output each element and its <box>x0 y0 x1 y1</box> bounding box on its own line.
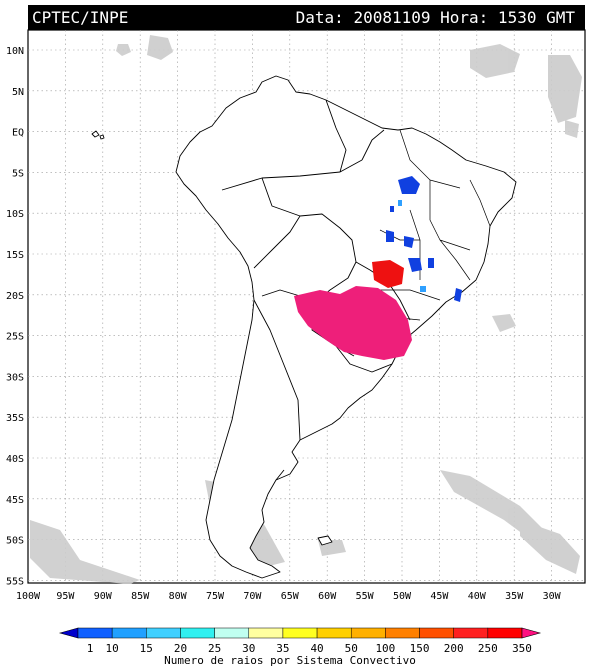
lon-tick-label: 80W <box>169 591 188 602</box>
longitude-labels: 100W 95W 90W 85W 80W 75W 70W 65W 60W 55W 50W 45W 40W… <box>16 591 562 602</box>
lon-tick-label: 75W <box>206 591 225 602</box>
legend-arrow-right <box>521 627 542 639</box>
convective-systems <box>294 176 462 360</box>
legend-tick: 350 <box>512 642 532 655</box>
lon-tick-label: 35W <box>505 591 524 602</box>
lat-tick-label: 25S <box>6 332 24 343</box>
lon-tick-label: 65W <box>281 591 300 602</box>
legend-tick-labels: 1 10 15 20 25 30 35 40 50 100 150 200 250 350 <box>87 642 532 655</box>
lat-tick-label: 30S <box>6 372 24 383</box>
cloud-ne-2 <box>548 55 582 123</box>
blue-cell-3 <box>404 236 414 248</box>
cyan-cell-2 <box>398 200 402 206</box>
date-time-label: Data: 20081109 Hora: 1530 GMT <box>295 8 575 27</box>
blue-cell-2 <box>386 230 394 242</box>
lat-tick-label: 40S <box>6 454 24 465</box>
legend-swatch <box>385 627 420 639</box>
lon-tick-label: 100W <box>16 591 41 602</box>
blue-cell-7 <box>454 288 462 302</box>
lat-tick-label: 15S <box>6 250 24 261</box>
lon-tick-label: 90W <box>94 591 113 602</box>
legend-swatch <box>350 627 386 639</box>
source-label: CPTEC/INPE <box>32 8 129 27</box>
legend-tick: 35 <box>276 642 289 655</box>
lat-tick-label: 10N <box>6 46 24 57</box>
legend-tick: 20 <box>174 642 187 655</box>
cloud-nw-2 <box>116 44 131 56</box>
lat-tick-label: 45S <box>6 495 24 506</box>
cloud-ne-3 <box>565 120 579 138</box>
legend-tick: 100 <box>375 642 395 655</box>
lon-tick-label: 45W <box>430 591 449 602</box>
lon-tick-label: 70W <box>243 591 262 602</box>
legend-tick: 1 <box>87 642 94 655</box>
legend-arrow-left <box>58 627 79 639</box>
legend-swatch <box>146 627 181 639</box>
lightning-map: 10N5NEQ5S10S15S20S25S30S35S40S45S50S55S … <box>6 29 586 602</box>
blue-cell-6 <box>390 206 394 212</box>
cloud-southeast-2 <box>520 520 580 574</box>
lon-tick-label: 60W <box>318 591 337 602</box>
cyan-cell-1 <box>420 286 426 292</box>
system-cyan-cells <box>398 200 426 292</box>
legend-swatch <box>419 627 454 639</box>
cloud-ne-1 <box>470 44 520 78</box>
blue-cell-5 <box>428 258 434 268</box>
legend-tick: 30 <box>242 642 255 655</box>
system-red <box>372 260 404 288</box>
falkland-islands <box>317 535 333 546</box>
legend-tick: 15 <box>140 642 153 655</box>
lon-tick-label: 85W <box>131 591 150 602</box>
lat-tick-label: 35S <box>6 413 24 424</box>
lon-tick-label: 55W <box>356 591 375 602</box>
header-bar: CPTEC/INPE Data: 20081109 Hora: 1530 GMT <box>28 5 585 30</box>
lat-tick-label: 50S <box>6 536 24 547</box>
lat-tick-label: EQ <box>12 128 24 139</box>
lat-tick-label: 5S <box>12 168 24 179</box>
legend-tick: 40 <box>310 642 323 655</box>
blue-cell-4 <box>408 258 422 272</box>
legend-swatch <box>214 627 250 639</box>
legend-swatch <box>487 627 523 639</box>
legend-title: Numero de raios por Sistema Convectivo <box>164 654 416 667</box>
latitude-labels: 10N 5N EQ 5S 10S 15S 20S 25S 30S 35S 40S 45S 50S 55S <box>6 46 24 587</box>
cloud-atlantic-1 <box>492 314 516 332</box>
system-pink-large <box>294 286 412 360</box>
cloud-patagonia-1 <box>30 520 140 584</box>
lon-tick-label: 95W <box>56 591 75 602</box>
legend-tick: 250 <box>478 642 498 655</box>
lat-tick-label: 5N <box>12 87 24 98</box>
legend-swatch <box>248 627 284 639</box>
legend-swatch <box>111 627 147 639</box>
legend-swatch <box>316 627 352 639</box>
legend-tick: 10 <box>106 642 119 655</box>
legend-tick: 25 <box>208 642 221 655</box>
lat-tick-label: 10S <box>6 209 24 220</box>
legend-tick: 200 <box>444 642 464 655</box>
galapagos-islands <box>91 130 105 140</box>
blue-cell-1 <box>398 176 420 194</box>
border-lines <box>221 99 411 481</box>
legend-swatch <box>282 627 318 639</box>
legend-swatch <box>453 627 489 639</box>
system-blue-cells <box>386 176 462 302</box>
lon-tick-label: 50W <box>393 591 412 602</box>
lon-tick-label: 30W <box>543 591 562 602</box>
legend-swatch <box>180 627 215 639</box>
legend-color-bar <box>58 627 542 639</box>
cloud-nw-1 <box>147 35 173 60</box>
lat-tick-label: 55S <box>6 576 24 587</box>
lat-tick-label: 20S <box>6 291 24 302</box>
legend-swatch <box>77 627 113 639</box>
legend-tick: 150 <box>410 642 430 655</box>
lon-tick-label: 40W <box>468 591 487 602</box>
legend-tick: 50 <box>345 642 358 655</box>
